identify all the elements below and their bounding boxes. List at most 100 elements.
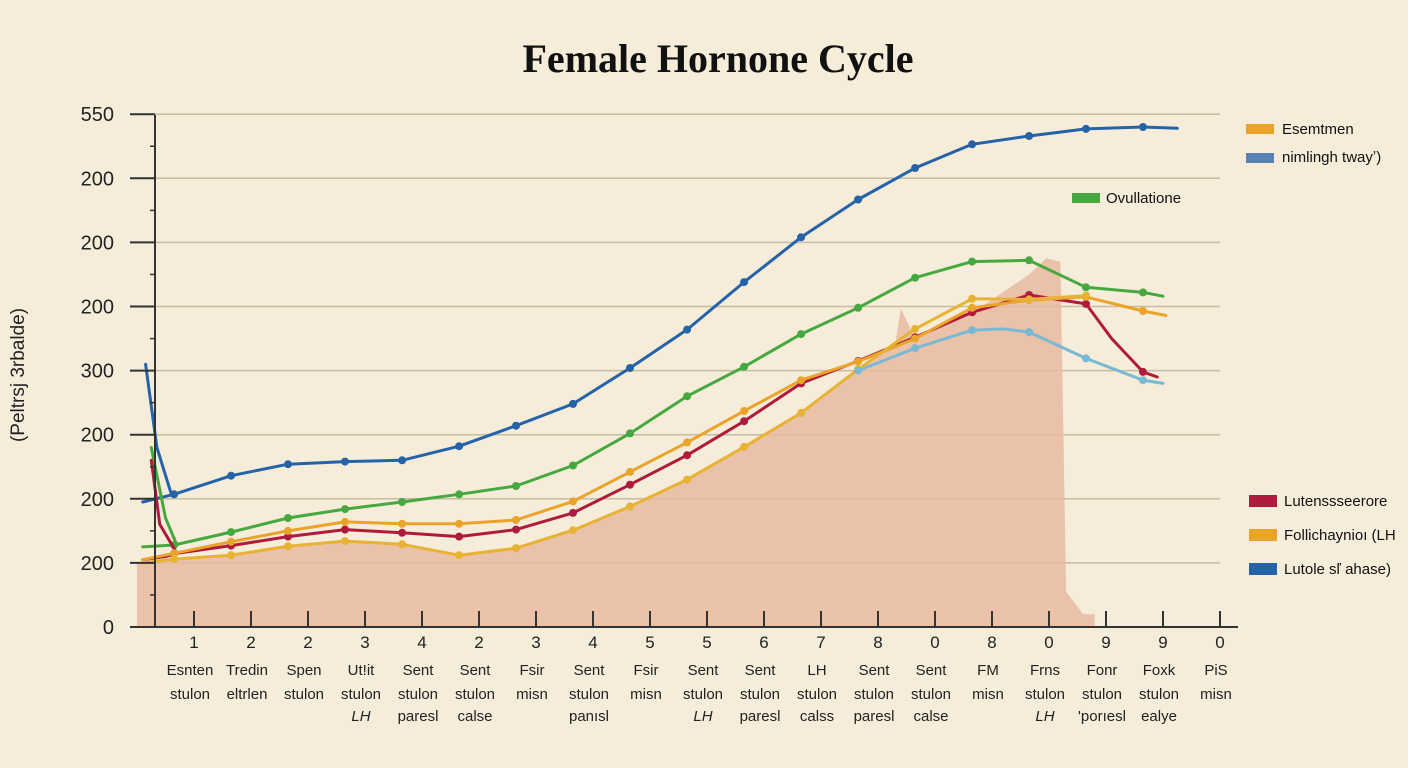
legend-swatch [1249,495,1277,507]
x-tick-sublabel: stulon [284,686,324,703]
x-tick-sublabel: misn [630,686,662,703]
data-point [569,497,577,506]
data-point [1025,295,1034,304]
series-line [144,362,173,496]
y-tick-label: 200 [81,425,114,447]
data-point [227,537,236,546]
x-tick-sublabel-2: LH [693,708,712,725]
axes [130,113,1238,628]
x-tick-label: PiS [1204,662,1227,679]
x-tick-label: Fsir [520,662,545,679]
data-point [170,549,179,558]
data-point [569,526,577,535]
data-point [341,505,349,514]
data-point [455,532,464,541]
x-tick-label: Ut!it [348,662,376,679]
x-tick-sublabel-2: LH [351,708,370,725]
data-point [968,303,977,312]
x-tick-number: 0 [930,633,939,652]
x-tick-sublabel: stulon [341,686,381,703]
data-point [341,517,349,526]
x-tick-number: 6 [759,633,768,652]
data-point [455,490,464,499]
x-tick-label: Tredin [226,662,268,679]
x-tick-label: Sent [574,662,606,679]
x-tick-number: 8 [873,633,882,652]
data-point [512,516,520,524]
x-tick-sublabel: eltrlen [227,686,268,703]
data-point [797,233,806,242]
data-point [968,257,977,266]
x-tick-label: Fsir [634,662,659,679]
legend: Esemtmen nimlingh twayʼ) Ovullatione Lutens… [1072,121,1396,578]
series-line [856,327,1165,385]
x-tick-label: Sent [745,662,777,679]
data-point [227,551,236,560]
data-point [227,528,236,537]
data-point [740,407,749,415]
data-point [1082,124,1090,133]
data-point [569,399,577,408]
x-tick-sublabel-2: calse [457,708,492,725]
x-tick-number: 4 [588,633,597,652]
data-point [911,273,920,282]
x-tick-sublabel: stulon [740,686,780,703]
series-layer [141,123,1179,565]
data-point [455,442,464,451]
x-tick-sublabel: stulon [1082,686,1122,703]
data-point [854,357,863,366]
legend-swatch [1246,124,1274,134]
x-tick-number: 2 [246,633,255,652]
x-tick-number: 5 [702,633,711,652]
x-tick-number: 2 [303,633,312,652]
y-tick-label: 550 [81,104,114,126]
data-point [740,362,749,371]
legend-label: nimlingh twayʼ) [1282,149,1381,166]
data-point [1139,123,1147,131]
hormone-area [137,258,1095,627]
data-point [512,421,520,430]
data-point [1025,256,1034,265]
series-line [141,294,1088,565]
x-tick-label: Sent [460,662,492,679]
x-tick-sublabel-2: 'porıesl [1078,708,1126,725]
data-point [797,376,806,385]
data-point [683,438,692,447]
x-tick-sublabel: stulon [683,686,723,703]
series-line [141,125,1179,504]
y-tick-labels: 0 200 200 200 300 200 200 200 550 [81,104,114,639]
x-tick-number: 9 [1101,633,1110,652]
y-tick-label: 200 [81,232,114,254]
x-tick-number: 3 [360,633,369,652]
data-point [911,344,920,353]
data-point [626,480,634,489]
legend-swatch [1249,529,1277,541]
chart-title: Female Hornone Cycle [523,36,914,81]
data-point [740,442,749,451]
x-tick-sublabel-2: panısl [569,708,609,725]
x-tick-sublabel: stulon [398,686,438,703]
data-point [398,456,407,465]
x-tick-label: Sent [403,662,435,679]
data-point [1082,283,1090,292]
series-line [141,295,1168,562]
x-tick-sublabel: stulon [911,686,951,703]
x-tick-sublabel: stulon [797,686,837,703]
x-tick-number: 1 [189,633,198,652]
x-tick-sublabel-2: paresl [740,708,781,725]
data-point [968,326,977,335]
x-tick-sublabel-2: ealye [1141,708,1177,725]
data-point [170,555,179,564]
data-point [341,525,349,534]
x-tick-label: Frns [1030,662,1060,679]
data-point [683,451,692,460]
data-point [569,508,577,517]
data-point [1139,367,1147,376]
legend-swatch [1246,153,1274,163]
x-tick-labels: 1 Esnten stulon 2 Tredin eltrlen 2 Spen stulon 3 U… [167,633,1232,725]
data-point [968,140,977,149]
x-tick-sublabel: stulon [1139,686,1179,703]
legend-label: Lutole sľ ahase) [1284,561,1391,578]
data-point [740,278,749,287]
data-point [512,544,520,553]
